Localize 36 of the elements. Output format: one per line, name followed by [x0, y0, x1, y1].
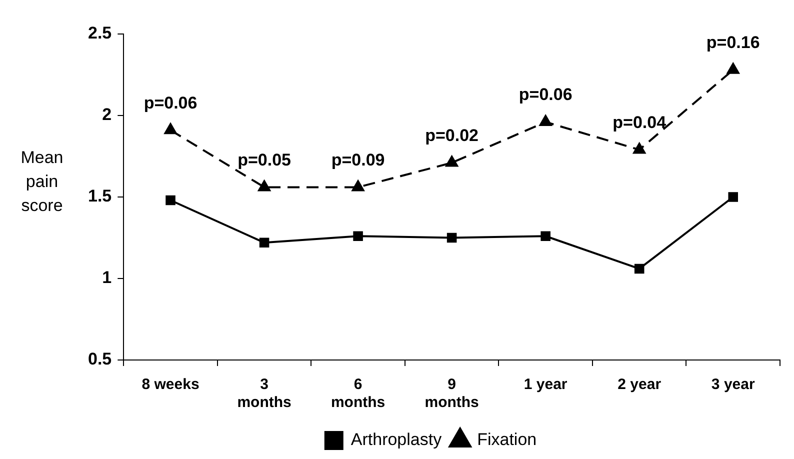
y-tick-label: 1 [102, 268, 112, 288]
y-axis-title: Mean pain score [20, 147, 64, 217]
annotation: p=0.06 [144, 93, 198, 112]
x-tick-label: 9 months [424, 376, 479, 412]
legend-label: Arthroplasty [350, 430, 442, 450]
point [258, 180, 270, 192]
y-tick-label: 2.5 [88, 24, 112, 43]
x-tick-label: 3 months [237, 376, 292, 412]
annotation: p=0.02 [425, 126, 479, 145]
point [540, 231, 550, 242]
point [446, 156, 458, 167]
annotation: p=0.16 [706, 33, 760, 52]
point [352, 180, 364, 192]
point [166, 195, 176, 206]
x-tick-label: 3 year [711, 376, 755, 394]
point [726, 62, 740, 74]
annotation: p=0.09 [331, 150, 385, 170]
x-tick-label: 6 months [330, 376, 386, 412]
point [634, 264, 644, 274]
point [539, 115, 552, 126]
point [728, 192, 738, 202]
x-tick-label: 2 year [618, 376, 662, 394]
x-tick-label: 1 year [524, 376, 568, 394]
annotation: p=0.04 [612, 112, 667, 132]
y-tick-label: 0.5 [88, 350, 112, 369]
point [446, 232, 457, 243]
annotation: p=0.05 [238, 150, 291, 170]
annotation: p=0.06 [518, 85, 572, 104]
point [164, 123, 177, 134]
y-tick-label: 2 [102, 105, 112, 124]
point [633, 142, 646, 154]
point [353, 231, 363, 242]
x-tick-label: 8 weeks [142, 376, 200, 394]
y-tick-label: 1.5 [88, 186, 112, 206]
point [259, 238, 270, 248]
legend-label: Fixation [477, 430, 537, 450]
